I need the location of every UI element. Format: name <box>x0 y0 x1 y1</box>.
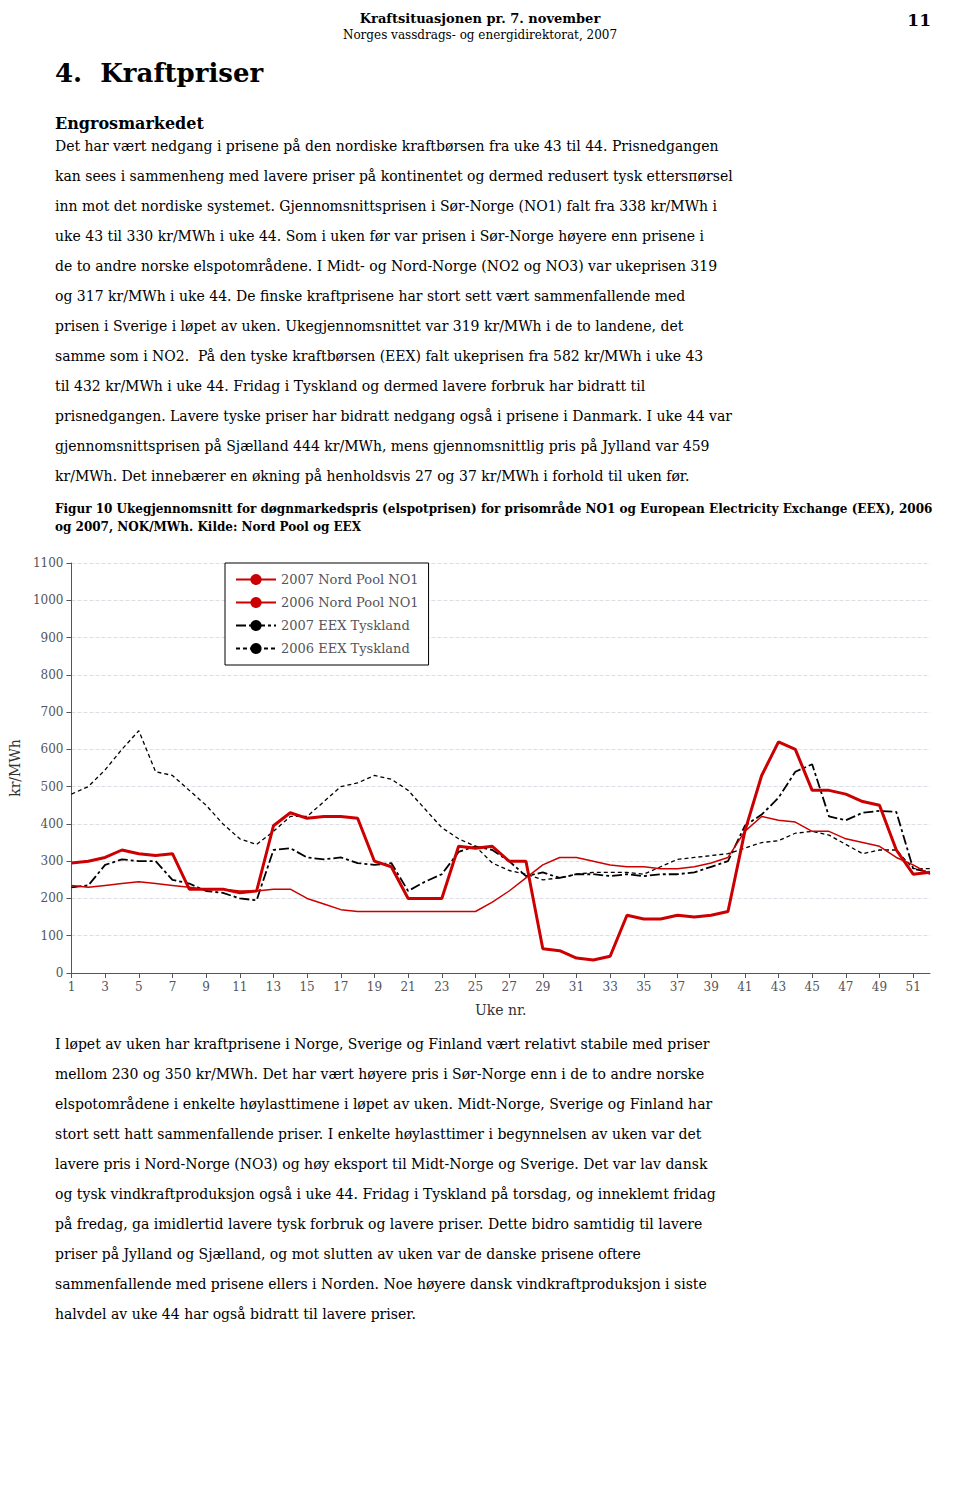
svg-text:17: 17 <box>333 980 348 994</box>
svg-text:11: 11 <box>232 980 247 994</box>
svg-text:39: 39 <box>704 980 719 994</box>
svg-text:45: 45 <box>805 980 820 994</box>
svg-text:2007 Nord Pool NO1: 2007 Nord Pool NO1 <box>281 572 419 587</box>
svg-text:13: 13 <box>266 980 281 994</box>
svg-text:23: 23 <box>434 980 449 994</box>
svg-text:700: 700 <box>41 705 64 719</box>
svg-text:15: 15 <box>299 980 314 994</box>
html-text:samme som i NO2. På den tyske: samme som i NO2. På den tyske kraftbørse… <box>55 348 704 364</box>
svg-text:Uke nr.: Uke nr. <box>475 1002 527 1018</box>
html-text:kr/MWh. Det innebærer en øknin: kr/MWh. Det innebærer en økning på henho… <box>55 468 690 484</box>
html-text:de to andre norske elspotområd: de to andre norske elspotområdene. I Mid… <box>55 258 718 274</box>
html-text:priser på Jylland og Sjælland,: priser på Jylland og Sjælland, og mot sl… <box>55 1246 641 1262</box>
svg-text:33: 33 <box>603 980 618 994</box>
html-text:4. Kraftpriser: 4. Kraftpriser <box>55 58 264 88</box>
svg-text:25: 25 <box>468 980 483 994</box>
svg-text:900: 900 <box>41 631 64 645</box>
svg-text:47: 47 <box>838 980 853 994</box>
html-text:halvdel av uke 44 har også bid: halvdel av uke 44 har også bidratt til l… <box>55 1306 416 1322</box>
html-text:stort sett hatt sammenfallende: stort sett hatt sammenfallende priser. I… <box>55 1126 702 1142</box>
svg-text:3: 3 <box>101 980 109 994</box>
svg-text:29: 29 <box>535 980 550 994</box>
html-text:lavere pris i Nord-Norge (NO3): lavere pris i Nord-Norge (NO3) og høy ek… <box>55 1156 708 1172</box>
html-text:Figur 10 Ukegjennomsnitt for d: Figur 10 Ukegjennomsnitt for døgnmarkeds… <box>55 502 933 534</box>
html-text:og 317 kr/MWh i uke 44. De fin: og 317 kr/MWh i uke 44. De finske kraftp… <box>55 288 686 304</box>
svg-text:43: 43 <box>771 980 786 994</box>
svg-text:2006 EEX Tyskland: 2006 EEX Tyskland <box>281 641 410 656</box>
html-text:sammenfallende med prisene ell: sammenfallende med prisene ellers i Nord… <box>55 1276 707 1292</box>
svg-text:27: 27 <box>501 980 516 994</box>
html-text:inn mot det nordiske systemet.: inn mot det nordiske systemet. Gjennomsn… <box>55 198 717 214</box>
svg-text:1000: 1000 <box>33 593 64 607</box>
svg-text:600: 600 <box>41 742 64 756</box>
html-text:uke 43 til 330 kr/MWh i uke 44: uke 43 til 330 kr/MWh i uke 44. Som i uk… <box>55 228 704 244</box>
html-text:I løpet av uken har kraftprise: I løpet av uken har kraftprisene i Norge… <box>55 1036 710 1052</box>
svg-text:41: 41 <box>737 980 752 994</box>
svg-text:21: 21 <box>400 980 415 994</box>
svg-text:200: 200 <box>41 891 64 905</box>
html-text:prisen i Sverige i løpet av uk: prisen i Sverige i løpet av uken. Ukegje… <box>55 318 684 334</box>
svg-text:1: 1 <box>68 980 76 994</box>
svg-text:49: 49 <box>872 980 887 994</box>
svg-text:100: 100 <box>41 929 64 943</box>
svg-text:31: 31 <box>569 980 584 994</box>
html-text:til 432 kr/MWh i uke 44. Frida: til 432 kr/MWh i uke 44. Fridag i Tyskla… <box>55 378 646 394</box>
svg-text:7: 7 <box>169 980 177 994</box>
html-text:Norges vassdrags- og energidir: Norges vassdrags- og energidirektorat, 2… <box>342 28 618 42</box>
svg-text:300: 300 <box>41 854 64 868</box>
svg-text:800: 800 <box>41 668 64 682</box>
svg-text:35: 35 <box>636 980 651 994</box>
svg-text:37: 37 <box>670 980 685 994</box>
svg-text:51: 51 <box>906 980 921 994</box>
svg-text:0: 0 <box>56 966 64 980</box>
html-text:Kraftsituasjonen pr. 7. novemb: Kraftsituasjonen pr. 7. november <box>359 11 601 26</box>
svg-text:9: 9 <box>202 980 210 994</box>
svg-text:2007 EEX Tyskland: 2007 EEX Tyskland <box>281 618 410 633</box>
html-text:på fredag, ga imidlertid laver: på fredag, ga imidlertid lavere tysk for… <box>55 1216 703 1232</box>
html-text:Engrosmarkedet: Engrosmarkedet <box>55 114 204 133</box>
svg-text:1100: 1100 <box>33 556 64 570</box>
html-text:Det har vært nedgang i prisene: Det har vært nedgang i prisene på den no… <box>55 138 719 154</box>
html-text:og tysk vindkraftproduksjon og: og tysk vindkraftproduksjon også i uke 4… <box>55 1186 716 1202</box>
svg-text:5: 5 <box>135 980 143 994</box>
svg-text:kr/MWh: kr/MWh <box>7 739 23 797</box>
html-text:kan sees i sammenheng med lave: kan sees i sammenheng med lavere priser … <box>55 168 733 184</box>
html-text:mellom 230 og 350 kr/MWh. Det: mellom 230 og 350 kr/MWh. Det har vært h… <box>55 1066 705 1082</box>
html-text:prisnedgangen. Lavere tyske pr: prisnedgangen. Lavere tyske priser har b… <box>55 408 732 424</box>
svg-text:500: 500 <box>41 780 64 794</box>
html-text:elspotområdene i enkelte høyla: elspotområdene i enkelte høylasttimene i… <box>55 1096 713 1112</box>
html-text:gjennomsnittsprisen på Sjællan: gjennomsnittsprisen på Sjælland 444 kr/M… <box>55 438 710 454</box>
svg-text:2006 Nord Pool NO1: 2006 Nord Pool NO1 <box>281 595 419 610</box>
svg-text:19: 19 <box>367 980 382 994</box>
html-text:11: 11 <box>907 10 931 30</box>
svg-text:400: 400 <box>41 817 64 831</box>
